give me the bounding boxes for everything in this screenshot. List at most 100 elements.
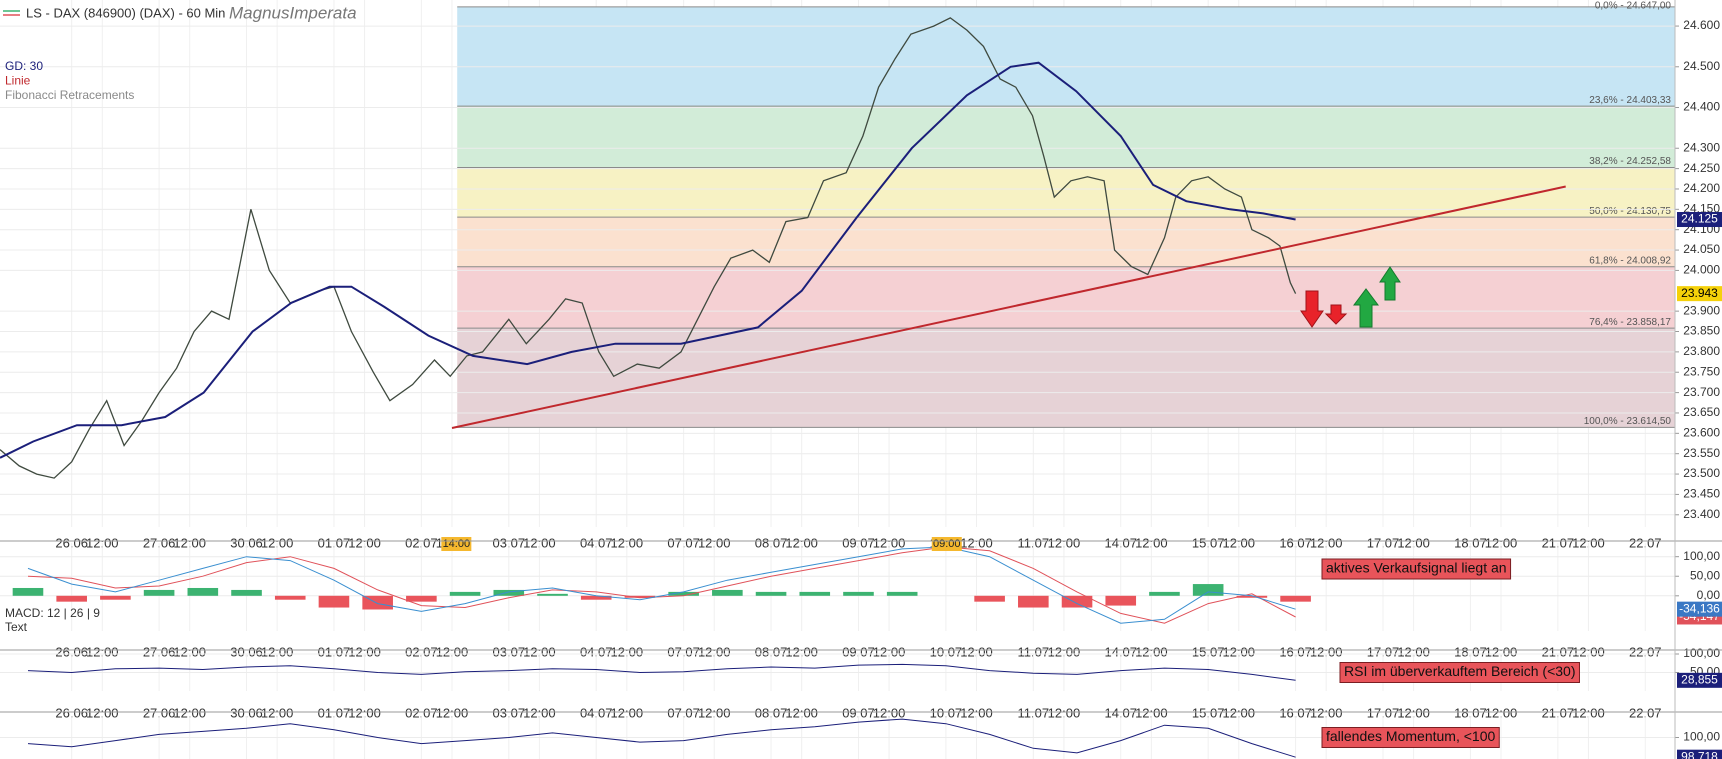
x-tick-label: 30.06 (230, 535, 263, 550)
fib-label: 23,6% - 24.403,33 (1589, 95, 1671, 106)
histogram-bar (1105, 595, 1137, 606)
y-tick-label: 23.900 (1683, 303, 1720, 317)
fib-label: 100,0% - 23.614,50 (1584, 416, 1672, 427)
histogram-bar (318, 595, 350, 608)
histogram-bar (843, 591, 874, 596)
x-tick-label: 12:00 (348, 644, 381, 659)
histogram-bar (668, 591, 699, 596)
series-line (27, 718, 1296, 758)
histogram-bar (974, 595, 1005, 602)
series-line (0, 17, 1297, 479)
x-tick-label: 12:00 (173, 644, 206, 659)
y-tick-label: 23.850 (1683, 324, 1720, 338)
chart-subtitle: MagnusImperata (229, 3, 357, 22)
x-tick-label: 01.07 (318, 644, 351, 659)
x-tick-label: 12:00 (86, 535, 119, 550)
time-marker-label: 09:00 (933, 538, 961, 550)
x-tick-label: 27.06 (143, 535, 176, 550)
histogram-bar (1149, 591, 1180, 596)
histogram-bar (143, 589, 175, 596)
last-value-label: -34,136 (1679, 601, 1720, 615)
y-tick-label: 23.450 (1683, 487, 1720, 501)
x-tick-label: 12:00 (523, 535, 556, 550)
x-tick-label: 22.07 (1629, 644, 1662, 659)
y-tick-label: 24.250 (1683, 161, 1720, 175)
x-tick-label: 12:00 (1310, 535, 1343, 550)
arrow-up (1379, 266, 1401, 301)
x-tick-label: 12:00 (436, 705, 469, 720)
x-tick-label: 21.07 (1542, 644, 1575, 659)
x-tick-label: 11.07 (1018, 644, 1050, 659)
x-tick-label: 08.07 (755, 644, 788, 659)
histogram-bar (449, 591, 481, 596)
x-tick-label: 18.07 (1454, 535, 1487, 550)
x-tick-label: 12:00 (1310, 644, 1343, 659)
y-tick-label: 24.150 (1683, 202, 1720, 216)
histogram-bar (1280, 595, 1311, 602)
histogram-bar (12, 587, 44, 596)
x-tick-label: 30.06 (230, 644, 263, 659)
y-tick-label: 23.650 (1683, 405, 1720, 419)
x-tick-label: 12:00 (1222, 705, 1255, 720)
x-tick-label: 18.07 (1454, 644, 1487, 659)
fib-band (457, 106, 1675, 168)
x-tick-label: 12:00 (173, 535, 206, 550)
last-value-box (1677, 212, 1722, 228)
x-tick-label: 16.07 (1279, 705, 1312, 720)
y-tick-label: 100,00 (1683, 646, 1720, 660)
x-tick-label: 12:00 (523, 644, 556, 659)
arrow-down (1300, 290, 1324, 328)
last-value-label: 98,718 (1681, 749, 1718, 759)
x-tick-label: 12:00 (1485, 644, 1518, 659)
histogram-bar (537, 593, 568, 596)
histogram-bar (493, 589, 525, 596)
x-tick-label: 12:00 (261, 644, 294, 659)
x-tick-label: 12:00 (1048, 705, 1081, 720)
y-tick-label: 24.300 (1683, 140, 1720, 154)
fib-band (457, 217, 1675, 267)
x-tick-label: 26.06 (55, 705, 88, 720)
histogram-bar (886, 591, 918, 596)
x-tick-label: 12:00 (86, 644, 119, 659)
fib-band (457, 328, 1675, 428)
y-tick-label: 23.800 (1683, 344, 1720, 358)
annotation: aktives Verkaufsignal liegt an (1326, 560, 1507, 576)
y-tick-label: 23.600 (1683, 426, 1720, 440)
y-tick-label: 23.550 (1683, 446, 1720, 460)
y-tick-label: 24.050 (1683, 242, 1720, 256)
x-tick-label: 12:00 (873, 644, 906, 659)
annotation-box (1321, 727, 1500, 748)
x-tick-label: 12:00 (1222, 535, 1255, 550)
series-line (0, 61, 1296, 459)
x-tick-label: 09.07 (842, 644, 875, 659)
legend-entry: GD: 30 (5, 59, 43, 73)
fib-label: 38,2% - 24.252,58 (1589, 156, 1671, 167)
x-tick-label: 14.07 (1104, 705, 1137, 720)
x-tick-label: 03.07 (493, 705, 526, 720)
series-line (27, 663, 1296, 681)
histogram-bar (56, 595, 87, 602)
x-tick-label: 12:00 (1048, 644, 1081, 659)
histogram-bar (1018, 595, 1049, 608)
x-tick-label: 09.07 (842, 705, 875, 720)
y-tick-label: 23.750 (1683, 364, 1720, 378)
x-tick-label: 27.06 (143, 705, 176, 720)
x-tick-label: 15.07 (1192, 535, 1225, 550)
time-marker-label: 14:00 (443, 538, 471, 550)
x-tick-label: 08.07 (755, 535, 788, 550)
y-tick-label: 23.500 (1683, 466, 1720, 480)
last-value-box (1677, 286, 1722, 302)
fib-label: 76,4% - 23.858,17 (1589, 317, 1671, 328)
histogram-bar (755, 591, 787, 596)
x-tick-label: 12:00 (785, 644, 818, 659)
x-tick-label: 08.07 (755, 705, 788, 720)
histogram-bar (799, 591, 831, 596)
x-tick-label: 18.07 (1454, 705, 1487, 720)
x-tick-label: 12:00 (348, 705, 381, 720)
y-tick-label: 0,00 (1697, 588, 1721, 602)
x-tick-label: 12:00 (261, 705, 294, 720)
y-tick-label: 50,00 (1690, 568, 1720, 582)
last-value-box (1677, 749, 1722, 759)
x-tick-label: 12:00 (960, 705, 993, 720)
